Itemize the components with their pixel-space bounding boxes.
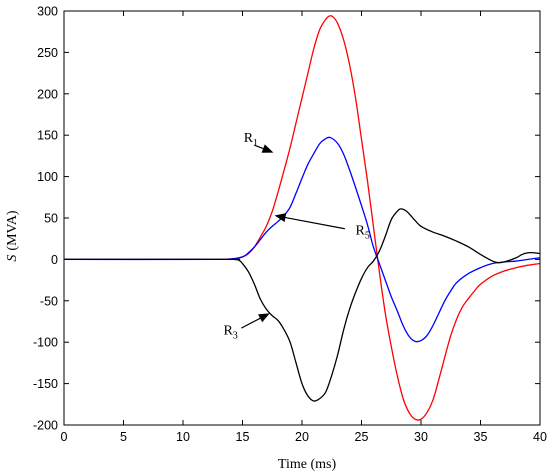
annotation-label-r3: R3: [223, 324, 237, 342]
y-tick-label: -200: [33, 419, 58, 433]
y-tick-label: 0: [51, 253, 58, 267]
y-tick-label: -50: [40, 294, 58, 308]
annotation-arrow-shaft-r5: [285, 216, 345, 230]
annotation-arrow-head-r3: [258, 313, 270, 323]
axes-layer: 0 5 10 15 20 25 30 35 40300250200150100500-50-10…: [33, 5, 547, 445]
y-tick-label: 300: [37, 5, 58, 19]
x-axis-title: Time (ms): [278, 457, 337, 472]
annotation-main-r1: R: [244, 131, 254, 146]
x-tick-label: 5: [120, 430, 127, 444]
y-axis-variable: S: [5, 255, 20, 262]
x-tick-label: 25: [355, 430, 369, 444]
annotation-arrow-head-r1: [261, 144, 274, 153]
y-axis-title: S (MVA): [5, 210, 20, 262]
annotation-subscript-r1: 1: [253, 138, 258, 149]
x-tick-label: 10: [176, 430, 190, 444]
x-tick-label: 40: [533, 430, 547, 444]
y-tick-label: 50: [44, 212, 58, 226]
series-line-r3: [64, 208, 541, 402]
annotation-arrow-shaft-r1: [254, 144, 264, 150]
y-tick-label: 200: [37, 87, 58, 101]
x-tick-label: 30: [414, 430, 428, 444]
x-tick-label: 0: [61, 430, 68, 444]
series-line-r1: [63, 15, 541, 421]
plot-background: [64, 11, 540, 425]
y-tick-label: 150: [37, 129, 58, 143]
x-tick-label: 20: [295, 430, 309, 444]
y-tick-label: -150: [33, 377, 58, 391]
y-tick-label: -100: [33, 336, 58, 350]
x-tick-label: 15: [236, 430, 250, 444]
series-layer: [63, 15, 541, 421]
annotation-subscript-r3: 3: [233, 331, 238, 342]
annotation-arrow-shaft-r3: [241, 317, 261, 329]
annotation-label-r5: R5: [356, 224, 370, 242]
plot-area: [64, 11, 540, 425]
series-line-r5: [63, 136, 541, 343]
y-axis-unit: (MVA): [5, 210, 20, 251]
y-tick-label: 250: [37, 46, 58, 60]
annotation-main-r5: R: [356, 224, 366, 239]
annotation-label-r1: R1: [244, 131, 258, 149]
annotation-arrow-head-r5: [274, 213, 287, 222]
annotation-subscript-r5: 5: [365, 231, 370, 242]
y-tick-label: 100: [37, 170, 58, 184]
annotation-main-r3: R: [223, 324, 233, 339]
x-tick-label: 35: [474, 430, 488, 444]
